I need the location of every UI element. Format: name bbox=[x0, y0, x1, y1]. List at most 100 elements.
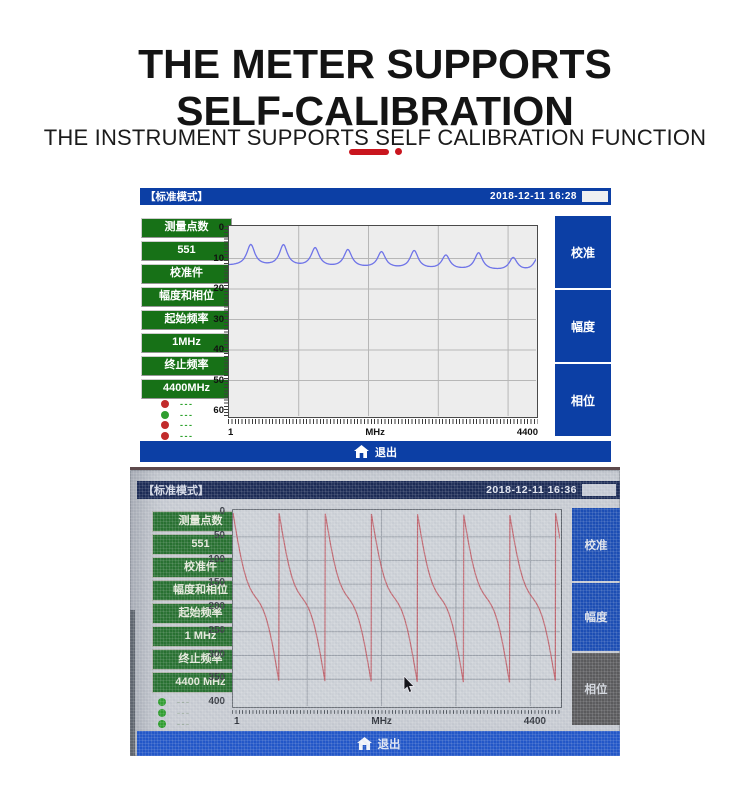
exit-button-label: 退出 bbox=[375, 446, 397, 459]
screen1-datetime: 2018-12-11 16:28 bbox=[490, 191, 577, 202]
y-tick-label: 0 bbox=[219, 506, 225, 517]
sidebar-button-amp-phase[interactable]: 幅度和相位 bbox=[141, 287, 232, 307]
sidebar-button-start-freq[interactable]: 起始频率 bbox=[152, 603, 249, 624]
led-status-text: --- bbox=[177, 697, 191, 707]
sidebar-value-points[interactable]: 551 bbox=[152, 534, 249, 555]
instrument-screen-1: 【标准模式】 2018-12-11 16:28 测量点数 551 校准件 幅度和… bbox=[140, 188, 611, 462]
x-label-start: 1 bbox=[228, 427, 234, 438]
y-tick-label: 10 bbox=[213, 252, 224, 264]
x-label-start: 1 bbox=[234, 716, 240, 727]
led-row: --- bbox=[161, 430, 194, 441]
screen1-x-axis-ticks bbox=[228, 419, 538, 424]
led-row: --- bbox=[161, 409, 194, 420]
screen1-y-labels: 0 10 20 30 40 50 60 bbox=[198, 188, 226, 462]
led-indicator-icon bbox=[161, 400, 169, 408]
y-tick-label: 400 bbox=[208, 696, 225, 707]
divider-dot bbox=[394, 148, 402, 155]
y-tick-label: 20 bbox=[213, 283, 224, 294]
divider-bar bbox=[348, 148, 389, 155]
screen2-sidebar: 测量点数 551 校准件 幅度和相位 起始频率 1 MHz 终止频率 4400 … bbox=[152, 511, 249, 695]
sidebar-button-amp-phase[interactable]: 幅度和相位 bbox=[152, 580, 249, 601]
led-indicator-icon bbox=[158, 709, 166, 717]
screen2-x-axis-ticks bbox=[232, 710, 562, 714]
screen1-header-indicator bbox=[582, 191, 608, 202]
y-tick-label: 50 bbox=[213, 529, 225, 541]
y-tick-label: 100 bbox=[208, 553, 225, 565]
screen2-datetime: 2018-12-11 16:36 bbox=[486, 484, 577, 496]
home-icon bbox=[356, 737, 372, 750]
led-indicator-icon bbox=[161, 421, 169, 429]
screen1-plot bbox=[228, 225, 538, 418]
accent-divider bbox=[0, 148, 750, 155]
home-icon bbox=[354, 445, 369, 458]
screen2-header: 【标准模式】 2018-12-11 16:36 bbox=[137, 481, 620, 499]
calibrate-button[interactable]: 校准 bbox=[572, 508, 620, 581]
sidebar-button-cal-kit[interactable]: 校准件 bbox=[152, 557, 249, 578]
screen1-sidebar: 测量点数 551 校准件 幅度和相位 起始频率 1MHz 终止频率 4400MH… bbox=[141, 218, 232, 402]
y-tick-label: 150 bbox=[208, 577, 225, 589]
screen2-mode-label: 【标准模式】 bbox=[143, 485, 209, 497]
sidebar-value-start-freq[interactable]: 1 MHz bbox=[152, 626, 249, 647]
screen1-led-panel: --- --- --- --- bbox=[161, 400, 194, 442]
x-label-unit: MHz bbox=[365, 427, 385, 438]
led-row: --- bbox=[161, 399, 194, 409]
sidebar-button-stop-freq[interactable]: 终止频率 bbox=[141, 356, 232, 376]
screen2-plot bbox=[232, 509, 562, 708]
screen2-y-labels: 0 50 100 150 200 250 300 350 400 bbox=[194, 470, 228, 756]
y-tick-label: 40 bbox=[213, 344, 224, 355]
y-tick-label: 200 bbox=[208, 601, 225, 612]
led-row: --- bbox=[161, 420, 194, 430]
y-tick-label: 250 bbox=[208, 624, 225, 636]
led-status-text: --- bbox=[180, 430, 194, 441]
sidebar-button-cal-kit[interactable]: 校准件 bbox=[141, 264, 232, 284]
page-title: THE METER SUPPORTS SELF-CALIBRATION bbox=[0, 41, 750, 135]
calibrate-button[interactable]: 校准 bbox=[555, 216, 611, 288]
sidebar-button-measure-points[interactable]: 测量点数 bbox=[141, 218, 232, 238]
mouse-cursor-icon bbox=[403, 675, 415, 699]
instrument-screen-2-photo: 【标准模式】 2018-12-11 16:36 测量点数 551 校准件 幅度和… bbox=[130, 467, 620, 756]
phase-button[interactable]: 相位 bbox=[555, 364, 611, 436]
sidebar-button-stop-freq[interactable]: 终止频率 bbox=[152, 649, 249, 670]
led-indicator-icon bbox=[158, 720, 166, 728]
screen1-bottom-bar[interactable]: 退出 bbox=[140, 441, 611, 462]
sidebar-button-start-freq[interactable]: 起始频率 bbox=[141, 310, 232, 330]
sidebar-button-measure-points[interactable]: 测量点数 bbox=[152, 511, 249, 532]
led-status-text: --- bbox=[180, 399, 194, 409]
sidebar-value-start-freq[interactable]: 1MHz bbox=[141, 333, 232, 353]
x-label-end: 4400 bbox=[516, 427, 538, 438]
screen1-mode-label: 【标准模式】 bbox=[145, 191, 208, 203]
led-row: --- bbox=[158, 697, 191, 707]
led-status-text: --- bbox=[177, 708, 191, 718]
x-label-end: 4400 bbox=[523, 716, 546, 727]
amplitude-button[interactable]: 幅度 bbox=[555, 290, 611, 362]
screen1-y-axis-ticks bbox=[224, 226, 228, 417]
screen1-header: 【标准模式】 2018-12-11 16:28 bbox=[140, 188, 611, 205]
screen2-x-labels: 1 MHz 4400 bbox=[232, 716, 562, 727]
screen2-header-indicator bbox=[582, 484, 616, 496]
led-status-text: --- bbox=[180, 420, 194, 430]
led-indicator-icon bbox=[161, 410, 169, 419]
phase-button-selected[interactable]: 相位 bbox=[572, 653, 620, 725]
sidebar-value-stop-freq[interactable]: 4400 MHz bbox=[152, 672, 249, 693]
screen1-right-buttons: 校准 幅度 相位 bbox=[555, 216, 611, 438]
exit-button-label: 退出 bbox=[377, 738, 401, 751]
screen2-right-buttons: 校准 幅度 相位 bbox=[572, 508, 620, 727]
led-indicator-icon bbox=[158, 698, 166, 706]
amplitude-button[interactable]: 幅度 bbox=[572, 583, 620, 651]
screen2-bottom-bar[interactable]: 退出 bbox=[137, 731, 620, 756]
page-title-line1: THE METER SUPPORTS bbox=[138, 41, 612, 88]
y-tick-label: 350 bbox=[208, 672, 225, 684]
sidebar-value-points[interactable]: 551 bbox=[141, 241, 232, 261]
y-tick-label: 60 bbox=[213, 405, 224, 416]
screen1-x-labels: 1 MHz 4400 bbox=[228, 427, 538, 438]
x-label-unit: MHz bbox=[371, 716, 392, 727]
y-tick-label: 300 bbox=[208, 648, 225, 660]
y-tick-label: 0 bbox=[218, 222, 224, 233]
led-status-text: --- bbox=[180, 409, 194, 420]
page-subtitle: THE INSTRUMENT SUPPORTS SELF CALIBRATION… bbox=[43, 125, 707, 151]
led-row: --- bbox=[158, 720, 191, 729]
led-row: --- bbox=[158, 708, 191, 718]
y-tick-label: 30 bbox=[213, 313, 224, 325]
led-indicator-icon bbox=[161, 431, 169, 440]
page-title-line2: SELF-CALIBRATION bbox=[176, 88, 574, 135]
